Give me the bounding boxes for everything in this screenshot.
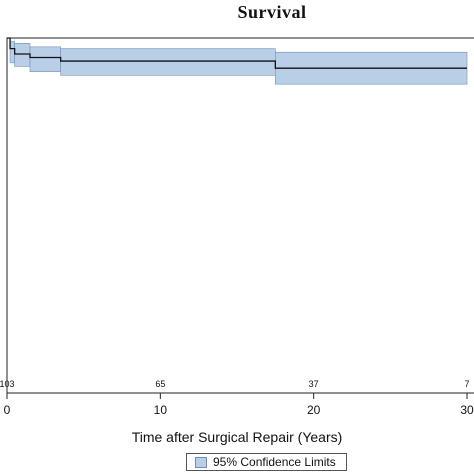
legend: 95% Confidence Limits <box>186 453 347 471</box>
at-risk-label: 65 <box>155 379 165 389</box>
x-tick-layer: 0 10 20 30 <box>4 393 474 417</box>
at-risk-label: 103 <box>0 379 15 389</box>
x-tick-label: 10 <box>154 403 168 417</box>
plot-frame <box>6 37 474 394</box>
at-risk-label: 37 <box>309 379 319 389</box>
at-risk-label: 7 <box>464 379 469 389</box>
confidence-band-layer <box>9 41 468 85</box>
chart-title: Survival <box>237 2 307 22</box>
confidence-band-segment <box>9 41 15 64</box>
confidence-band-segment <box>60 48 276 76</box>
x-tick-label: 20 <box>307 403 321 417</box>
x-axis-label: Time after Surgical Repair (Years) <box>131 429 343 445</box>
x-tick-label: 0 <box>4 403 11 417</box>
confidence-band-segment <box>14 43 31 67</box>
legend-label-confidence-limits: 95% Confidence Limits <box>213 455 336 469</box>
survival-line-layer <box>7 37 467 69</box>
x-tick-label: 30 <box>460 403 474 417</box>
legend-swatch-confidence-band <box>195 456 207 468</box>
survival-step-line <box>7 37 467 69</box>
confidence-band-segment <box>29 46 61 73</box>
at-risk-layer: 103 65 37 7 <box>0 379 470 389</box>
